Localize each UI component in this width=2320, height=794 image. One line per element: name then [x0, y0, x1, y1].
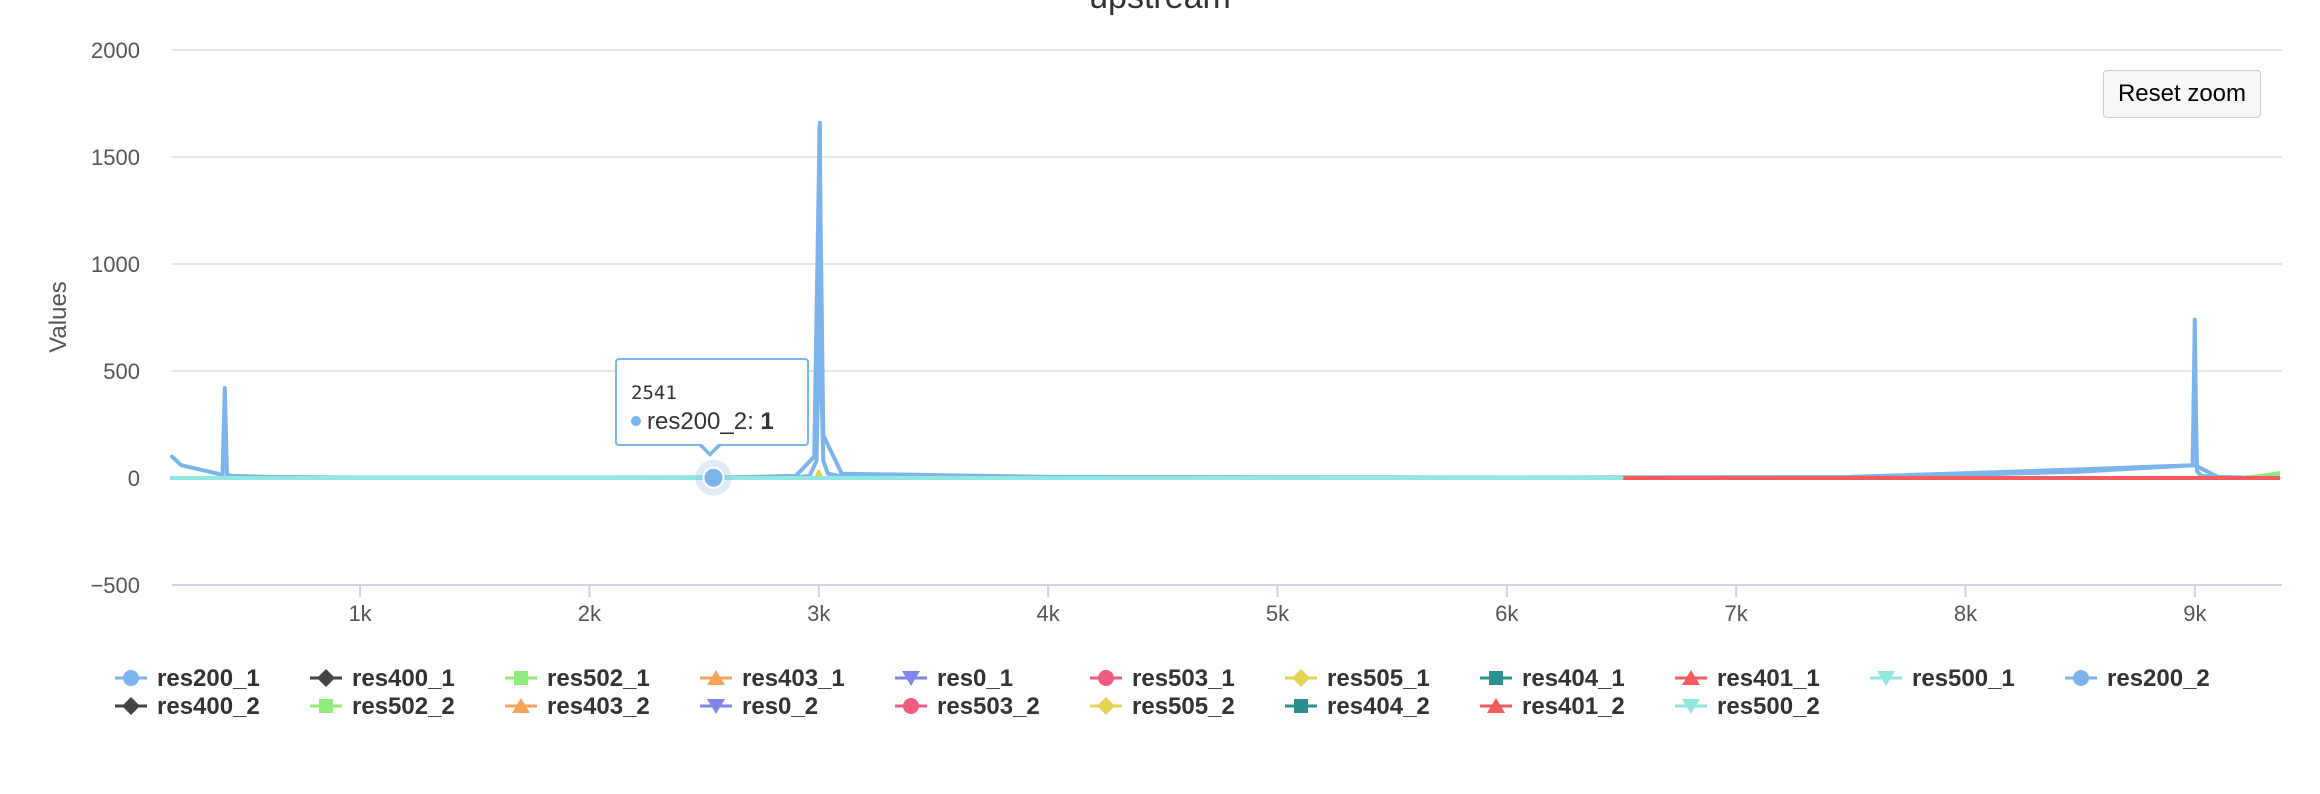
- y-tick-label: 2000: [91, 38, 140, 63]
- x-tick-label: 8k: [1954, 601, 1978, 626]
- legend-item-res502_1[interactable]: res502_1: [505, 665, 650, 692]
- legend-marker-circle: [903, 698, 919, 714]
- legend-marker-circle: [1098, 670, 1114, 686]
- legend-label: res503_1: [1132, 665, 1235, 692]
- legend-item-res500_2[interactable]: res500_2: [1675, 693, 1820, 720]
- x-tick-label: 1k: [348, 601, 372, 626]
- hover-point: [702, 466, 725, 489]
- legend-label: res403_2: [547, 693, 650, 720]
- legend-label: res0_2: [742, 693, 818, 720]
- legend-marker-diamond: [317, 669, 335, 687]
- legend-marker-square: [319, 699, 333, 713]
- y-tick-label: 500: [103, 359, 140, 384]
- legend-label: res401_2: [1522, 693, 1625, 720]
- legend-label: res502_1: [547, 665, 650, 692]
- legend-label: res505_1: [1327, 665, 1430, 692]
- legend-marker-triangle-down: [707, 699, 725, 714]
- legend-item-res200_2[interactable]: res200_2: [2065, 665, 2210, 692]
- legend-item-res500_1[interactable]: res500_1: [1870, 665, 2015, 692]
- legend-label: res500_1: [1912, 665, 2015, 692]
- tooltip-row: res200_2: 1: [631, 408, 774, 436]
- tooltip-series-name: res200_2: [647, 408, 748, 435]
- chart-title: upstream: [1089, 0, 1231, 16]
- x-tick-label: 7k: [1725, 601, 1749, 626]
- series-line-res200_1: [170, 120, 2243, 480]
- legend-label: res400_1: [352, 665, 455, 692]
- y-axis-title: Values: [45, 281, 72, 353]
- legend-item-res0_1[interactable]: res0_1: [895, 665, 1013, 692]
- legend-label: res503_2: [937, 693, 1040, 720]
- legend-marker-diamond: [1292, 669, 1310, 687]
- tooltip: 2541 res200_2: 1: [615, 358, 809, 446]
- legend-item-res403_1[interactable]: res403_1: [700, 665, 845, 692]
- legend-marker-triangle-down: [1682, 699, 1700, 714]
- tooltip-separator: :: [747, 408, 754, 435]
- legend-label: res500_2: [1717, 693, 1820, 720]
- tooltip-value: 1: [760, 408, 774, 435]
- legend-item-res401_1[interactable]: res401_1: [1675, 665, 1820, 692]
- legend-marker-triangle: [1487, 698, 1505, 713]
- legend-item-res505_2[interactable]: res505_2: [1090, 693, 1235, 720]
- legend-marker-triangle: [512, 698, 530, 713]
- legend-marker-square: [1294, 699, 1308, 713]
- legend-item-res403_2[interactable]: res403_2: [505, 693, 650, 720]
- legend-label: res200_2: [2107, 665, 2210, 692]
- legend-marker-diamond: [122, 697, 140, 715]
- reset-zoom-button[interactable]: Reset zoom: [2103, 70, 2261, 118]
- y-tick-label: 1500: [91, 145, 140, 170]
- legend-marker-diamond: [1097, 697, 1115, 715]
- legend-marker-triangle: [707, 670, 725, 685]
- legend-item-res401_2[interactable]: res401_2: [1480, 693, 1625, 720]
- x-tick-label: 4k: [1036, 601, 1060, 626]
- legend-marker-circle: [123, 670, 139, 686]
- legend-marker-triangle-down: [902, 671, 920, 686]
- x-tick-label: 9k: [2183, 601, 2207, 626]
- x-tick-label: 5k: [1266, 601, 1290, 626]
- legend-marker-square: [1489, 671, 1503, 685]
- legend-label: res502_2: [352, 693, 455, 720]
- legend-marker-triangle: [1682, 670, 1700, 685]
- legend-item-res503_1[interactable]: res503_1: [1090, 665, 1235, 692]
- tooltip-header: 2541: [631, 382, 677, 404]
- x-tick-label: 3k: [807, 601, 831, 626]
- legend-item-res505_1[interactable]: res505_1: [1285, 665, 1430, 692]
- legend-item-res0_2[interactable]: res0_2: [700, 693, 818, 720]
- legend-item-res502_2[interactable]: res502_2: [310, 693, 455, 720]
- legend-marker-triangle-down: [1877, 671, 1895, 686]
- legend-label: res0_1: [937, 665, 1013, 692]
- legend-item-res503_2[interactable]: res503_2: [895, 693, 1040, 720]
- legend-label: res403_1: [742, 665, 845, 692]
- legend-label: res505_2: [1132, 693, 1235, 720]
- legend-label: res401_1: [1717, 665, 1820, 692]
- legend-label: res200_1: [157, 665, 260, 692]
- y-tick-label: −500: [90, 573, 140, 598]
- legend-item-res404_1[interactable]: res404_1: [1480, 665, 1625, 692]
- y-tick-label: 1000: [91, 252, 140, 277]
- x-tick-label: 6k: [1495, 601, 1519, 626]
- legend-item-res400_1[interactable]: res400_1: [310, 665, 455, 692]
- y-tick-label: 0: [128, 466, 140, 491]
- legend-marker-square: [514, 671, 528, 685]
- legend-item-res200_1[interactable]: res200_1: [115, 665, 260, 692]
- tooltip-arrow-inner: [700, 442, 720, 452]
- legend-item-res400_2[interactable]: res400_2: [115, 693, 260, 720]
- legend-label: res404_2: [1327, 693, 1430, 720]
- legend-label: res400_2: [157, 693, 260, 720]
- legend-marker-circle: [2073, 670, 2089, 686]
- legend-item-res404_2[interactable]: res404_2: [1285, 693, 1430, 720]
- tooltip-series-dot: [631, 415, 641, 426]
- series-line-res200_2: [170, 125, 2220, 480]
- x-tick-label: 2k: [578, 601, 602, 626]
- legend-label: res404_1: [1522, 665, 1625, 692]
